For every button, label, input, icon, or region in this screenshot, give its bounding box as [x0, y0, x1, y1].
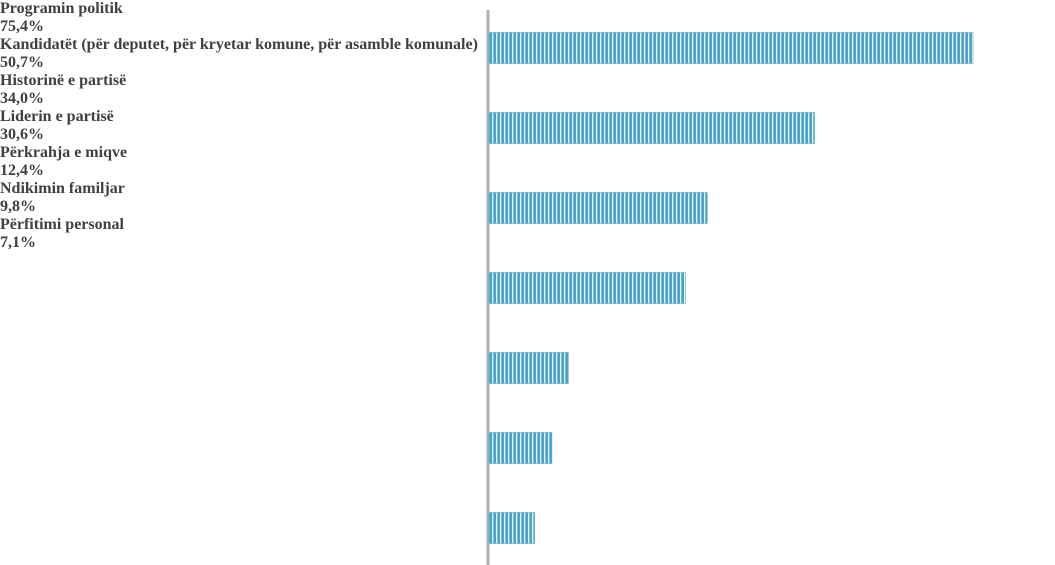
category-label: Përkrahja e miqve [0, 144, 128, 161]
category-label: Përfitimi personal [0, 216, 124, 233]
value-label: 30,6% [0, 126, 44, 143]
bar [488, 32, 974, 64]
value-label: 9,8% [0, 198, 36, 215]
bar [488, 512, 535, 544]
bar [488, 352, 569, 384]
bar [488, 272, 686, 304]
value-label: 34,0% [0, 90, 44, 107]
value-label: 50,7% [0, 54, 44, 71]
category-label: Historinë e partisë [0, 72, 127, 89]
value-label: 12,4% [0, 162, 44, 179]
category-label: Ndikimin familjar [0, 180, 125, 197]
category-label: Liderin e partisë [0, 108, 114, 125]
bar [488, 192, 708, 224]
bar [488, 112, 815, 144]
value-label: 7,1% [0, 234, 36, 251]
category-label: Kandidatët (për deputet, për kryetar kom… [0, 36, 478, 53]
bar [488, 432, 553, 464]
value-label: 75,4% [0, 18, 44, 35]
category-label: Programin politik [0, 0, 123, 17]
